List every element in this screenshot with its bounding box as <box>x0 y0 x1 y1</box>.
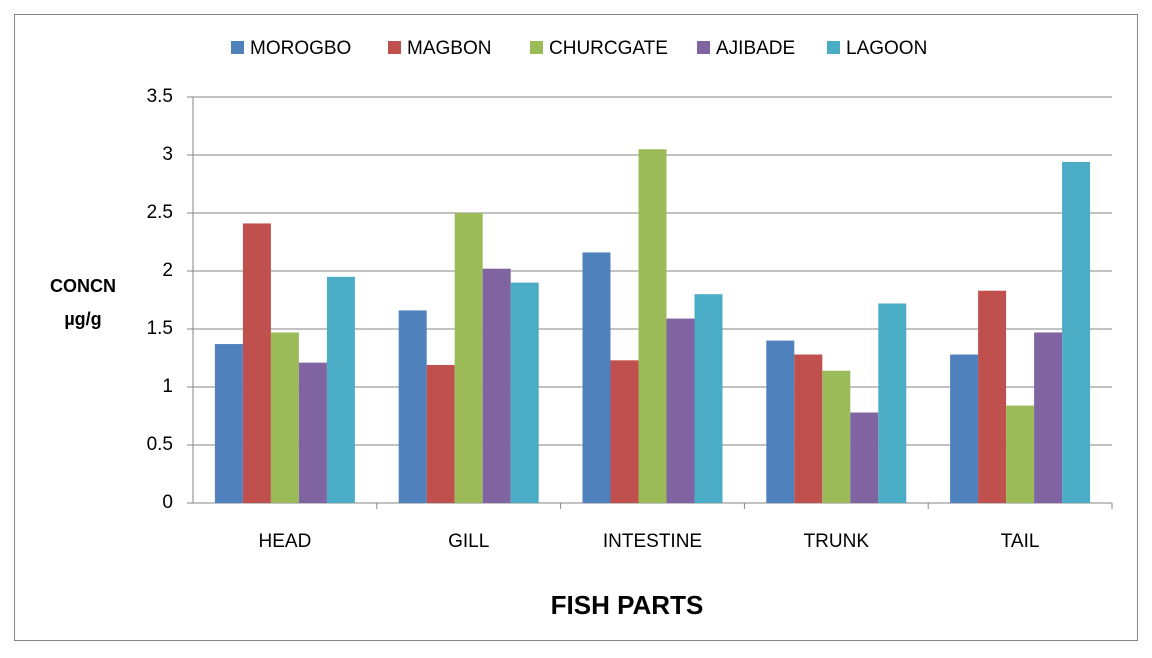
y-tick-label: 1.5 <box>147 318 173 339</box>
legend-swatch <box>697 41 710 54</box>
bar <box>270 332 299 503</box>
bar <box>666 318 695 503</box>
y-axis-title: µg/g <box>64 309 101 329</box>
bar <box>214 344 243 503</box>
bar <box>1062 161 1091 503</box>
legend-label: AJIBADE <box>716 38 795 59</box>
bar <box>1006 405 1035 503</box>
legend-swatch <box>827 41 840 54</box>
bar <box>822 370 851 503</box>
x-tick-label: HEAD <box>259 531 312 552</box>
bar <box>582 252 611 503</box>
bar <box>426 364 455 503</box>
bar <box>242 223 271 503</box>
bar <box>638 149 667 503</box>
y-tick-label: 2 <box>162 260 173 281</box>
bar <box>510 282 539 503</box>
legend-label: LAGOON <box>846 38 927 59</box>
bar <box>850 412 879 503</box>
chart-frame <box>14 14 1138 641</box>
legend-swatch <box>231 41 244 54</box>
bar <box>878 303 907 503</box>
bar <box>950 354 979 503</box>
y-tick-label: 0 <box>162 492 173 513</box>
bar <box>454 213 483 503</box>
bar <box>766 340 795 503</box>
legend-swatch <box>530 41 543 54</box>
x-tick-label: INTESTINE <box>603 531 702 552</box>
y-tick-label: 1 <box>162 376 173 397</box>
y-tick-label: 3.5 <box>147 86 173 107</box>
y-axis-title: CONCN <box>50 276 116 296</box>
legend-label: MAGBON <box>407 38 491 59</box>
y-tick-label: 2.5 <box>147 202 173 223</box>
bar <box>694 294 723 503</box>
bar <box>794 354 823 503</box>
x-tick-label: TAIL <box>1001 531 1040 552</box>
legend-label: CHURCGATE <box>549 38 668 59</box>
y-tick-label: 0.5 <box>147 434 173 455</box>
x-axis-title: FISH PARTS <box>551 590 704 620</box>
bar <box>978 290 1007 503</box>
legend-label: MOROGBO <box>250 38 351 59</box>
bar <box>482 268 511 503</box>
bar <box>610 360 639 503</box>
legend-swatch <box>388 41 401 54</box>
x-tick-label: GILL <box>448 531 489 552</box>
bar <box>1034 332 1063 503</box>
bar <box>398 310 427 503</box>
x-tick-label: TRUNK <box>804 531 870 552</box>
bar <box>298 362 327 503</box>
y-tick-label: 3 <box>162 144 173 165</box>
bar <box>326 276 355 503</box>
